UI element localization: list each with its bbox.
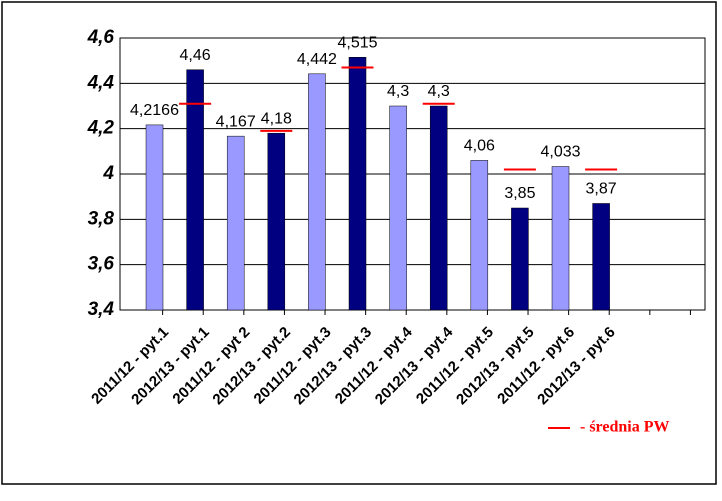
bar <box>348 57 367 311</box>
bar <box>551 166 570 311</box>
value-label: 4,3 <box>387 83 409 100</box>
bar <box>267 132 286 311</box>
value-label: 4,46 <box>180 47 211 64</box>
value-label: 4,06 <box>464 138 495 155</box>
bar <box>226 135 245 311</box>
bar <box>186 69 204 311</box>
y-tick-label: 4,2 <box>87 118 115 139</box>
value-label: 4,515 <box>337 34 377 51</box>
value-label: 4,3 <box>428 83 450 100</box>
value-label: 4,167 <box>216 113 256 130</box>
bar <box>470 160 489 311</box>
legend-label: - średnia PW <box>580 419 669 436</box>
value-label: 4,442 <box>297 51 337 68</box>
bar <box>145 124 164 311</box>
bar <box>511 207 529 311</box>
frame <box>1 1 717 485</box>
value-label: 3,85 <box>504 185 535 202</box>
value-label: 4,033 <box>540 144 580 161</box>
value-label: 4,18 <box>261 110 292 127</box>
value-label: 3,87 <box>586 181 617 198</box>
y-tick-label: 3,8 <box>88 208 115 229</box>
y-tick-label: 3,4 <box>88 299 115 320</box>
y-tick-label: 3,6 <box>88 254 115 275</box>
bar <box>308 73 326 311</box>
y-tick-label: 4,4 <box>87 72 115 93</box>
value-label: 4,2166 <box>130 102 179 119</box>
bar <box>429 105 448 311</box>
y-tick-label: 4,6 <box>87 27 115 48</box>
bar <box>389 105 407 311</box>
bar <box>592 203 610 311</box>
y-tick-label: 4 <box>102 163 114 184</box>
